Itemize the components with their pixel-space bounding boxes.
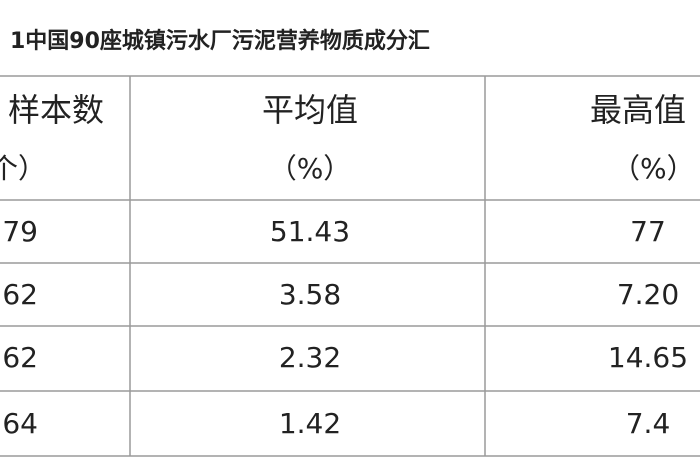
table-cell: 2.32: [279, 341, 341, 374]
column-header: 样本数: [8, 91, 104, 129]
column-unit: （%）: [612, 152, 695, 185]
table-cell: 7.20: [617, 278, 679, 311]
column-unit: （%）: [269, 152, 352, 185]
column-unit: （个）: [0, 152, 46, 185]
table-title: 1中国90座城镇污水厂污泥营养物质成分汇: [10, 28, 430, 54]
column-header: 最高值: [590, 91, 686, 129]
table-cell: 3.58: [279, 278, 341, 311]
table-cell: 62: [2, 341, 38, 374]
table-cell: 7.4: [626, 407, 671, 440]
table-cell: 1.42: [279, 407, 341, 440]
table-cell: 62: [2, 278, 38, 311]
table-cell: 64: [2, 407, 38, 440]
column-header: 平均值: [262, 91, 358, 129]
table-cell: 77: [630, 215, 666, 248]
table-cell: 14.65: [608, 341, 688, 374]
table-cell: 79: [2, 215, 38, 248]
table-cell: 51.43: [270, 215, 350, 248]
